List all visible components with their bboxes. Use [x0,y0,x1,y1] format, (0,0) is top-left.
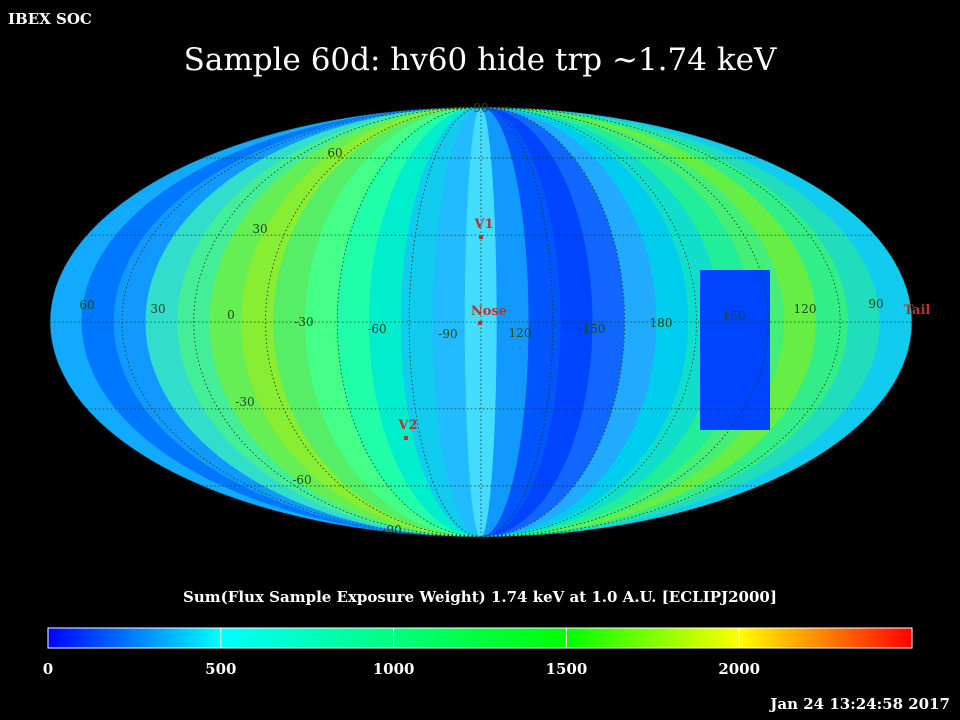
timestamp: Jan 24 13:24:58 2017 [770,695,950,713]
meridian-line [480,107,769,537]
colorbar-tick-label: 1500 [546,660,588,678]
latitude-label: 90 [473,101,488,115]
longitude-label: -150 [579,322,606,336]
latitude-label: -30 [235,395,254,409]
meridian-line [480,107,626,537]
longitude-label: 180 [650,316,673,330]
longitude-label: -60 [367,322,386,336]
colorbar-gradient [47,627,913,649]
longitude-label: -90 [438,327,457,341]
longitude-label: -30 [294,315,313,329]
colorbar-label: Sum(Flux Sample Exposure Weight) 1.74 ke… [183,588,777,606]
colorbar-tick-label: 1000 [373,660,415,678]
meridian-line [336,107,482,537]
map-title: Sample 60d: hv60 hide trp ~1.74 keV [183,42,777,78]
longitude-labels: 60 30 0 -30 -60 -90 120 -150 180 150 120 90 [79,297,883,341]
low-flux-region [700,270,770,430]
meridian-line [121,107,482,537]
colorbar-tick-label: 500 [205,660,236,678]
latitude-label: -60 [292,473,311,487]
latitude-label: 60 [327,146,342,160]
map-outline [49,106,913,538]
longitude-label: 60 [79,298,94,312]
flux-map [50,107,912,537]
graticule [50,107,912,537]
meridian-line [480,107,841,537]
longitude-label: 0 [227,308,235,322]
latitude-label: -90 [382,523,401,537]
marker-label-v1: V1 [473,217,493,232]
latitude-label: 30 [252,222,267,236]
meridian-line [265,107,482,537]
marker-label-tail: Tail [904,303,931,318]
marker-label-nose: Nose [471,304,507,319]
source-label: IBEX SOC [8,10,92,28]
meridian-line [480,107,697,537]
latitude-labels: 90 60 30 -30 -60 -90 [235,101,488,537]
longitude-label: 120 [509,326,532,340]
longitude-label: 120 [794,302,817,316]
longitude-label: 90 [868,297,883,311]
longitude-label: 150 [723,309,746,323]
markers: V1 Nose V2 Tail [397,217,930,440]
marker-dot-nose [478,321,482,325]
marker-label-v2: V2 [397,418,417,433]
colorbar-tick-label: 0 [43,660,53,678]
marker-dot-v1 [479,235,483,239]
colorbar-ticks: 0 500 1000 1500 2000 [43,628,760,678]
colorbar-tick-label: 2000 [718,660,760,678]
marker-dot-v2 [404,436,408,440]
meridian-line [193,107,482,537]
longitude-label: 30 [150,302,165,316]
